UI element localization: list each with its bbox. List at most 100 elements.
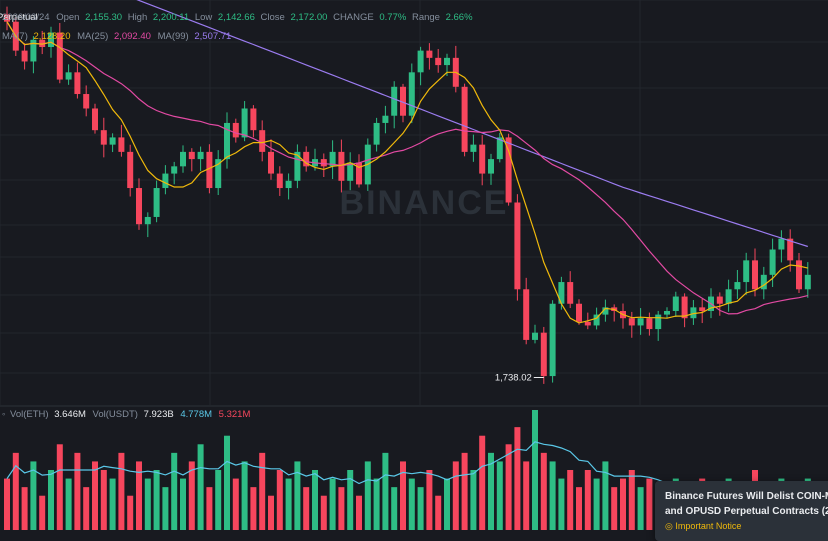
- candle-body[interactable]: [461, 86, 468, 152]
- volume-bar: [127, 495, 134, 530]
- volume-bar: [329, 478, 336, 530]
- candle-body[interactable]: [127, 151, 134, 189]
- candle-body[interactable]: [197, 151, 204, 160]
- candle-body[interactable]: [136, 188, 142, 225]
- volume-bar: [549, 461, 556, 530]
- candle-body[interactable]: [144, 216, 151, 225]
- volume-bar: [408, 478, 415, 530]
- candle-body[interactable]: [672, 296, 679, 311]
- candle-body[interactable]: [188, 151, 195, 160]
- candle-body[interactable]: [180, 151, 186, 167]
- candle-body[interactable]: [303, 151, 310, 167]
- candle-body[interactable]: [338, 151, 345, 181]
- candle-body[interactable]: [294, 151, 301, 181]
- candle-body[interactable]: [109, 137, 116, 145]
- candle-body[interactable]: [100, 130, 107, 145]
- candle-body[interactable]: [171, 166, 178, 174]
- candle-body[interactable]: [241, 108, 248, 138]
- candle-body[interactable]: [232, 122, 239, 138]
- candle-body[interactable]: [716, 296, 723, 304]
- candle-body[interactable]: [778, 238, 785, 250]
- candle-body[interactable]: [268, 151, 274, 174]
- candle-body[interactable]: [329, 151, 336, 167]
- candle-body[interactable]: [400, 86, 406, 116]
- candle-body[interactable]: [549, 303, 556, 377]
- candle-body[interactable]: [39, 39, 46, 48]
- candle-body[interactable]: [373, 122, 380, 145]
- candle-body[interactable]: [153, 188, 160, 217]
- candle-body[interactable]: [444, 57, 450, 66]
- candle-body[interactable]: [382, 115, 389, 123]
- candle-body[interactable]: [734, 282, 741, 290]
- candle-body[interactable]: [690, 307, 697, 319]
- candle-body[interactable]: [804, 274, 811, 290]
- candle-body[interactable]: [664, 310, 670, 315]
- candle-body[interactable]: [435, 57, 442, 66]
- candle-body[interactable]: [488, 159, 494, 174]
- candle-body[interactable]: [356, 162, 362, 185]
- candle-body[interactable]: [206, 151, 213, 189]
- notice-title-line1[interactable]: Binance Futures Will Delist COIN-M: [665, 491, 828, 502]
- chart-canvas[interactable]: BINANCE 1,738.02 Perpetual 2026/03/24 Op…: [0, 0, 828, 530]
- candle-body[interactable]: [646, 318, 653, 330]
- candle-body[interactable]: [540, 332, 547, 377]
- candle-body[interactable]: [215, 159, 222, 189]
- ma7-value: 2,128.20: [34, 31, 71, 42]
- candle-body[interactable]: [576, 303, 582, 322]
- candle-body[interactable]: [655, 314, 662, 330]
- notice-title-line2[interactable]: and OPUSD Perpetual Contracts (20: [665, 506, 828, 517]
- candle-body[interactable]: [725, 289, 732, 304]
- candle-body[interactable]: [56, 32, 63, 80]
- candle-body[interactable]: [681, 296, 688, 319]
- volume-bar: [250, 487, 257, 530]
- candle-body[interactable]: [769, 249, 776, 275]
- candle-body[interactable]: [4, 14, 10, 22]
- candle-body[interactable]: [787, 238, 794, 261]
- candle-body[interactable]: [65, 72, 72, 80]
- volume-bar: [180, 478, 186, 530]
- candle-body[interactable]: [593, 314, 600, 326]
- candle-body[interactable]: [74, 72, 81, 95]
- candle-body[interactable]: [92, 108, 98, 131]
- candle-body[interactable]: [347, 162, 354, 181]
- candle-body[interactable]: [408, 72, 415, 116]
- candle-body[interactable]: [470, 144, 477, 152]
- candle-body[interactable]: [558, 282, 565, 304]
- candle-body[interactable]: [83, 94, 90, 109]
- candle-body[interactable]: [320, 159, 327, 167]
- candle-body[interactable]: [479, 144, 486, 174]
- candle-body[interactable]: [259, 130, 266, 152]
- candle-body[interactable]: [224, 122, 230, 160]
- candle-body[interactable]: [760, 274, 767, 290]
- announcement-popup[interactable]: Binance Futures Will Delist COIN-M and O…: [655, 481, 828, 541]
- candle-body[interactable]: [250, 108, 257, 131]
- candle-body[interactable]: [628, 318, 635, 326]
- candle-body[interactable]: [285, 180, 292, 189]
- candle-body[interactable]: [505, 137, 512, 203]
- candle-body[interactable]: [496, 137, 503, 160]
- candle-body[interactable]: [21, 50, 28, 62]
- candle-body[interactable]: [602, 307, 609, 315]
- candle-body[interactable]: [743, 260, 750, 283]
- candle-body[interactable]: [426, 50, 433, 58]
- candle-body[interactable]: [532, 332, 538, 340]
- candle-body[interactable]: [276, 173, 283, 189]
- candle-body[interactable]: [584, 321, 591, 326]
- candle-body[interactable]: [699, 307, 706, 311]
- candle-body[interactable]: [48, 32, 54, 48]
- vol-ma-b-value: 5.321M: [219, 409, 251, 420]
- candle-body[interactable]: [637, 318, 644, 326]
- candle-body[interactable]: [523, 289, 530, 340]
- candle-body[interactable]: [514, 202, 521, 290]
- candle-body[interactable]: [162, 173, 169, 189]
- candle-body[interactable]: [567, 282, 574, 304]
- notice-link[interactable]: ◎ Important Notice: [665, 521, 742, 531]
- candle-body[interactable]: [30, 39, 37, 62]
- candle-body[interactable]: [796, 260, 802, 290]
- candle-body[interactable]: [391, 86, 398, 116]
- candle-body[interactable]: [118, 137, 125, 152]
- candle-body[interactable]: [417, 50, 424, 73]
- candles[interactable]: [4, 6, 811, 384]
- candle-body[interactable]: [752, 260, 758, 290]
